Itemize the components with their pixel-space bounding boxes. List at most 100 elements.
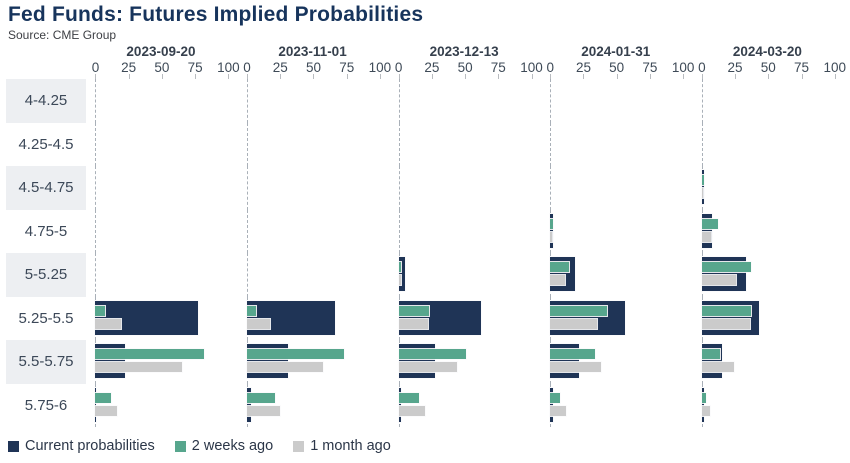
gridline — [313, 383, 316, 427]
gridline — [735, 166, 738, 210]
bar-two-weeks — [398, 262, 402, 272]
axis-tick-label: 0 — [91, 60, 100, 75]
rate-range-label: 4.75-5 — [6, 209, 86, 253]
gridline — [228, 79, 231, 123]
bar-one-month — [398, 275, 402, 285]
gridline — [346, 296, 349, 340]
gridline — [346, 253, 349, 297]
gridline — [128, 340, 131, 384]
gridline — [683, 79, 686, 123]
gridline — [379, 166, 382, 210]
gridline — [683, 253, 686, 297]
panel-row-cell — [93, 79, 238, 123]
axis-tick-label: 0 — [243, 60, 251, 75]
gridline — [834, 383, 837, 427]
axis-tick-mark — [768, 74, 770, 79]
gridline — [583, 79, 586, 123]
gridline — [313, 253, 316, 297]
gridline — [498, 79, 501, 123]
axis-tick-mark — [801, 74, 803, 79]
panel-header: 2023-12-13 0 25 50 75 100 — [394, 44, 543, 79]
gridline — [465, 122, 468, 166]
axis-tick-mark — [161, 74, 163, 79]
panel-date-label: 2023-09-20 — [126, 44, 196, 59]
gridline — [649, 383, 652, 427]
gridline — [379, 383, 382, 427]
zero-baseline — [95, 79, 97, 123]
axis-tick-label: 100 — [823, 60, 846, 75]
gridline — [649, 296, 652, 340]
gridline — [498, 383, 501, 427]
axis-tick-label: 75 — [794, 60, 810, 75]
gridline — [616, 253, 619, 297]
panel-row-cell — [699, 79, 844, 123]
rate-range-label: 4.5-4.75 — [6, 166, 86, 210]
bar-one-month — [247, 318, 270, 329]
gridline — [379, 253, 382, 297]
panel-header: 2024-03-20 0 25 50 75 100 — [698, 44, 846, 79]
bar-current — [550, 387, 553, 422]
gridline — [498, 122, 501, 166]
panel-date-label: 2023-12-13 — [429, 44, 499, 59]
bar-two-weeks — [701, 349, 721, 359]
gridline — [313, 166, 316, 210]
bar-two-weeks — [247, 349, 345, 359]
gridline — [498, 253, 501, 297]
axis-tick-mark — [498, 74, 500, 79]
zero-baseline — [247, 122, 249, 166]
panel-row-cell — [548, 296, 693, 340]
axis-tick-label: 75 — [187, 60, 203, 75]
panel-row-cell — [699, 122, 844, 166]
gridline — [498, 296, 501, 340]
bar-current — [701, 213, 713, 248]
axis-tick-label: 0 — [394, 60, 403, 75]
legend-label: Current probabilities — [25, 438, 155, 454]
row-label: 5-5.25 — [6, 253, 86, 297]
bar-two-weeks — [701, 392, 706, 403]
gridline — [346, 79, 349, 123]
gridline — [531, 209, 534, 253]
panel-header: 2024-01-31 0 25 50 75 100 — [546, 44, 695, 79]
gridline — [313, 209, 316, 253]
bar-two-weeks — [95, 305, 105, 316]
gridline — [465, 166, 468, 210]
panel-row-cell — [396, 122, 541, 166]
gridline — [228, 253, 231, 297]
axis-tick-mark — [683, 74, 685, 79]
axis-tick-label: 25 — [424, 60, 440, 75]
gridline — [768, 122, 771, 166]
panel-row-cell — [396, 79, 541, 123]
panel-date-label: 2023-11-01 — [278, 44, 347, 59]
zero-baseline — [95, 253, 97, 297]
row-label: 4-4.25 — [6, 79, 86, 123]
gridline — [583, 209, 586, 253]
zero-baseline — [247, 253, 249, 297]
gridline — [379, 340, 382, 384]
gridline — [195, 253, 198, 297]
bar-two-weeks — [398, 392, 419, 403]
gridline — [683, 340, 686, 384]
gridline — [346, 209, 349, 253]
gridline — [465, 383, 468, 427]
chart-source: Source: CME Group — [8, 28, 117, 42]
panel-row-cell — [93, 383, 238, 427]
gridline — [128, 79, 131, 123]
zero-baseline — [550, 79, 552, 123]
gridline — [801, 209, 804, 253]
panel-header: 2023-11-01 0 25 50 75 100 — [243, 44, 391, 79]
gridline — [768, 209, 771, 253]
gridline — [161, 209, 164, 253]
axis-tick-label: 100 — [671, 60, 695, 75]
panel-row-cell — [396, 296, 541, 340]
gridline — [498, 166, 501, 210]
gridline — [161, 122, 164, 166]
gridline — [280, 79, 283, 123]
gridline — [735, 383, 738, 427]
gridline — [768, 166, 771, 210]
gridline — [616, 383, 619, 427]
bar-one-month — [701, 405, 710, 416]
panel-row-cell — [93, 340, 238, 384]
panel-row-cell — [548, 122, 693, 166]
rate-range-label: 4-4.25 — [6, 79, 86, 123]
axis-tick-mark — [735, 74, 737, 79]
